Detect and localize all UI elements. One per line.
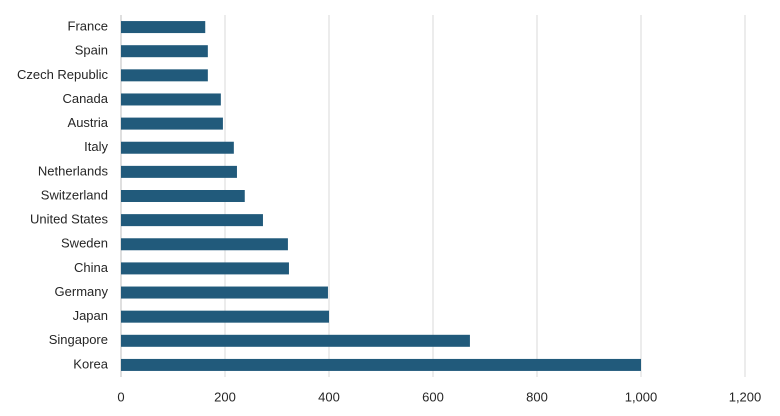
bar xyxy=(121,334,470,347)
y-tick-label: Japan xyxy=(73,308,108,323)
y-tick-label: Czech Republic xyxy=(17,67,109,82)
y-tick-label: Germany xyxy=(55,284,109,299)
y-tick-label: Switzerland xyxy=(41,187,108,202)
bar xyxy=(121,117,223,130)
bar xyxy=(121,93,221,106)
bar xyxy=(121,286,328,299)
bar xyxy=(121,141,234,154)
y-tick-label: Spain xyxy=(75,43,108,58)
x-tick-label: 0 xyxy=(117,389,124,404)
x-tick-label: 1,000 xyxy=(625,389,658,404)
y-tick-label: China xyxy=(74,260,109,275)
y-tick-label: Netherlands xyxy=(38,163,109,178)
bar xyxy=(121,21,206,34)
x-tick-label: 400 xyxy=(318,389,340,404)
y-tick-label: Singapore xyxy=(49,332,108,347)
x-tick-label: 200 xyxy=(214,389,236,404)
bar xyxy=(121,262,289,275)
y-tick-label: Sweden xyxy=(61,236,108,251)
y-tick-label: Austria xyxy=(68,115,109,130)
x-tick-label: 800 xyxy=(526,389,548,404)
y-tick-label: United States xyxy=(30,212,109,227)
y-tick-label: Italy xyxy=(84,139,108,154)
bar xyxy=(121,165,237,178)
y-tick-label: Korea xyxy=(73,356,108,371)
y-tick-label: Canada xyxy=(62,91,108,106)
bar xyxy=(121,190,245,202)
bar xyxy=(121,310,329,323)
x-tick-label: 600 xyxy=(422,389,444,404)
x-tick-label: 1,200 xyxy=(729,389,762,404)
bar xyxy=(121,238,288,251)
bar xyxy=(121,214,263,227)
bar xyxy=(121,45,208,58)
y-tick-label: France xyxy=(68,19,108,34)
bar xyxy=(121,69,208,82)
bar xyxy=(121,358,641,371)
